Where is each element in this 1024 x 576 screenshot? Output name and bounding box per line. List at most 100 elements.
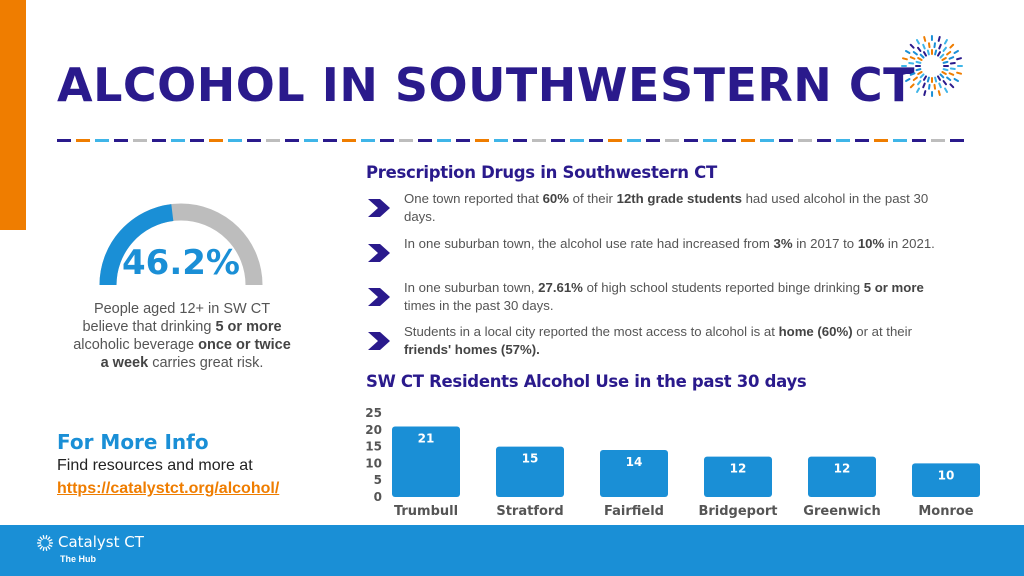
- list-item: One town reported that 60% of their 12th…: [366, 190, 946, 226]
- y-tick-label: 25: [365, 406, 382, 420]
- bar-trumbull: [392, 426, 460, 497]
- burst-ray: [916, 46, 922, 52]
- burst-ray: [944, 87, 949, 93]
- burst-ray: [919, 53, 925, 59]
- burst-ray: [928, 83, 931, 90]
- icon-ray: [48, 538, 53, 542]
- footer-subtitle: The Hub: [60, 554, 96, 564]
- divider-dash: [836, 139, 850, 142]
- list-item: In one suburban town, the alcohol use ra…: [366, 235, 935, 262]
- divider-dash: [912, 139, 926, 142]
- divider-dash: [646, 139, 660, 142]
- divider-dash: [931, 139, 945, 142]
- icon-ray: [39, 545, 44, 550]
- catalyst-icon: [37, 535, 53, 551]
- burst-ray: [937, 75, 941, 81]
- x-category-label: Stratford: [496, 504, 563, 519]
- more-info-text: Find resources and more at: [57, 457, 253, 474]
- divider-dash: [817, 139, 831, 142]
- burst-ray: [937, 36, 941, 42]
- burst-ray: [946, 76, 952, 81]
- burst-ray: [909, 72, 916, 76]
- divider-dash: [589, 139, 603, 142]
- divider-dash: [76, 139, 90, 142]
- burst-ray: [937, 51, 941, 57]
- burst-ray: [948, 72, 955, 76]
- burst-ray: [904, 50, 911, 55]
- x-category-label: Bridgeport: [698, 504, 777, 519]
- alcohol-use-bar-chart: 0 5 10 15 20 25 21 Trumbull 15 Stratford 14 Fairfie…: [365, 406, 980, 519]
- divider-dash: [304, 139, 318, 142]
- burst-ray: [912, 76, 918, 82]
- resources-link[interactable]: https://catalystct.org/alcohol/: [57, 480, 280, 497]
- divider-dash: [741, 139, 755, 142]
- icon-ray: [46, 545, 51, 550]
- burst-ray: [902, 71, 908, 75]
- divider-dash: [551, 139, 565, 142]
- burst-ray: [916, 87, 921, 94]
- divider-dash: [399, 139, 413, 142]
- burst-ray: [915, 39, 920, 45]
- burst-ray: [938, 43, 942, 50]
- chevron-right-icon: [368, 288, 390, 306]
- divider-dash: [228, 139, 242, 142]
- burst-ray: [937, 90, 941, 96]
- icon-ray: [42, 546, 45, 551]
- burst-ray: [926, 76, 930, 83]
- divider-dash: [665, 139, 679, 142]
- bar-fairfield: [600, 449, 668, 497]
- burst-ray: [934, 76, 938, 83]
- orange-accent-bar: [0, 0, 26, 230]
- burst-ray: [917, 80, 922, 86]
- burst-ray: [923, 90, 927, 96]
- burst-ray: [941, 71, 947, 75]
- burst-ray: [949, 43, 955, 49]
- divider-dash: [722, 139, 736, 142]
- bar-stratford: [496, 446, 564, 497]
- burst-ray: [948, 56, 955, 60]
- burst-ray: [942, 80, 948, 86]
- burst-ray: [905, 78, 911, 83]
- divider-dash: [855, 139, 869, 142]
- dashed-divider: [57, 139, 979, 142]
- burst-ray: [949, 83, 955, 89]
- burst-ray: [949, 61, 956, 65]
- chevron-right-icon: [368, 199, 390, 217]
- burst-ray: [934, 49, 938, 56]
- icon-ray: [37, 544, 42, 548]
- burst-ray: [942, 68, 949, 72]
- divider-dash: [456, 139, 470, 142]
- divider-dash: [57, 139, 71, 142]
- burst-ray: [923, 51, 927, 57]
- y-tick-label: 10: [365, 456, 382, 470]
- divider-dash: [513, 139, 527, 142]
- bar-bridgeport: [704, 456, 772, 497]
- gauge-value: 46.2%: [122, 243, 240, 283]
- burst-ray: [923, 75, 927, 81]
- divider-dash: [95, 139, 109, 142]
- burst-ray: [956, 57, 962, 61]
- risk-gauge: [99, 203, 263, 286]
- divider-dash: [152, 139, 166, 142]
- bar-value-label: 10: [938, 468, 955, 482]
- burst-ray: [953, 49, 959, 54]
- divider-dash: [190, 139, 204, 142]
- burst-ray: [942, 46, 947, 52]
- y-tick-label: 20: [365, 423, 382, 437]
- burst-ray: [953, 77, 960, 82]
- burst-ray: [938, 82, 942, 89]
- list-item: Students in a local city reported the mo…: [366, 323, 946, 359]
- divider-dash: [608, 139, 622, 142]
- icon-ray: [39, 536, 44, 541]
- icon-ray: [37, 538, 42, 542]
- burst-ray: [942, 60, 949, 64]
- burst-ray: [908, 62, 915, 65]
- burst-ray: [922, 82, 926, 89]
- divider-dash: [627, 139, 641, 142]
- burst-ray: [946, 50, 952, 56]
- divider-dash: [779, 139, 793, 142]
- divider-dash: [133, 139, 147, 142]
- burst-ray: [909, 56, 916, 60]
- y-tick-label: 5: [374, 473, 382, 487]
- divider-dash: [570, 139, 584, 142]
